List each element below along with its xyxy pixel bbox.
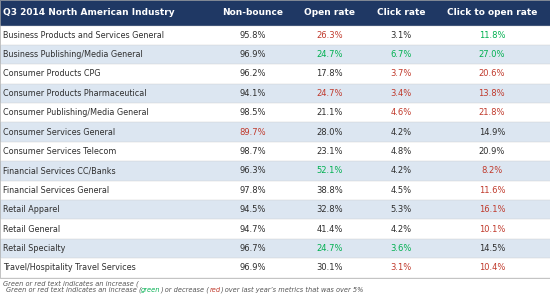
Text: 20.6%: 20.6% <box>478 70 505 79</box>
Text: Retail General: Retail General <box>3 224 60 233</box>
Text: 32.8%: 32.8% <box>316 205 343 214</box>
Text: 98.5%: 98.5% <box>240 108 266 117</box>
Text: Consumer Products Pharmaceutical: Consumer Products Pharmaceutical <box>3 89 146 98</box>
Text: 14.9%: 14.9% <box>478 128 505 136</box>
Text: 38.8%: 38.8% <box>316 186 343 195</box>
Text: 96.9%: 96.9% <box>240 50 266 59</box>
Text: Financial Services General: Financial Services General <box>3 186 109 195</box>
Text: ) over last year’s metrics that was over 5%: ) over last year’s metrics that was over… <box>221 287 364 293</box>
Text: red: red <box>210 287 221 293</box>
Text: 14.5%: 14.5% <box>478 244 505 253</box>
FancyBboxPatch shape <box>0 64 549 84</box>
Text: 3.1%: 3.1% <box>390 31 412 40</box>
FancyBboxPatch shape <box>0 45 549 64</box>
Text: 96.7%: 96.7% <box>239 244 266 253</box>
Text: 3.1%: 3.1% <box>390 263 412 272</box>
Text: 5.3%: 5.3% <box>390 205 412 214</box>
Text: 8.2%: 8.2% <box>481 167 503 176</box>
Text: 96.9%: 96.9% <box>240 263 266 272</box>
Text: Q3 2014 North American Industry: Q3 2014 North American Industry <box>3 8 174 17</box>
Text: 4.2%: 4.2% <box>390 167 412 176</box>
Text: 11.6%: 11.6% <box>478 186 505 195</box>
Text: 3.7%: 3.7% <box>390 70 412 79</box>
Text: 24.7%: 24.7% <box>316 244 343 253</box>
Text: 94.7%: 94.7% <box>240 224 266 233</box>
Text: 41.4%: 41.4% <box>317 224 343 233</box>
Text: 20.9%: 20.9% <box>478 147 505 156</box>
Text: 17.8%: 17.8% <box>316 70 343 79</box>
Text: 4.2%: 4.2% <box>390 128 412 136</box>
Text: 6.7%: 6.7% <box>390 50 412 59</box>
Text: 98.7%: 98.7% <box>239 147 266 156</box>
Text: ) or decrease (: ) or decrease ( <box>161 287 210 293</box>
Text: Green or red text indicates an increase (: Green or red text indicates an increase … <box>3 280 139 287</box>
FancyBboxPatch shape <box>0 26 549 45</box>
Text: Retail Apparel: Retail Apparel <box>3 205 59 214</box>
Text: Retail Specialty: Retail Specialty <box>3 244 65 253</box>
FancyBboxPatch shape <box>0 200 549 219</box>
Text: Consumer Products CPG: Consumer Products CPG <box>3 70 100 79</box>
Text: 30.1%: 30.1% <box>316 263 343 272</box>
Text: 11.8%: 11.8% <box>478 31 505 40</box>
Text: 4.5%: 4.5% <box>390 186 412 195</box>
Text: 97.8%: 97.8% <box>239 186 266 195</box>
Text: 94.5%: 94.5% <box>240 205 266 214</box>
FancyBboxPatch shape <box>0 103 549 122</box>
Text: Consumer Publishing/Media General: Consumer Publishing/Media General <box>3 108 148 117</box>
Text: 10.4%: 10.4% <box>478 263 505 272</box>
Text: 4.2%: 4.2% <box>390 224 412 233</box>
FancyBboxPatch shape <box>0 142 549 161</box>
Text: 95.8%: 95.8% <box>240 31 266 40</box>
FancyBboxPatch shape <box>0 181 549 200</box>
Text: 23.1%: 23.1% <box>316 147 343 156</box>
Text: 94.1%: 94.1% <box>240 89 266 98</box>
Text: 26.3%: 26.3% <box>316 31 343 40</box>
FancyBboxPatch shape <box>0 239 549 258</box>
FancyBboxPatch shape <box>0 0 549 26</box>
Text: Click rate: Click rate <box>377 8 426 17</box>
Text: Consumer Services Telecom: Consumer Services Telecom <box>3 147 116 156</box>
Text: 28.0%: 28.0% <box>316 128 343 136</box>
Text: 10.1%: 10.1% <box>478 224 505 233</box>
Text: 96.3%: 96.3% <box>239 167 266 176</box>
Text: 27.0%: 27.0% <box>478 50 505 59</box>
Text: Consumer Services General: Consumer Services General <box>3 128 115 136</box>
Text: 21.1%: 21.1% <box>317 108 343 117</box>
FancyBboxPatch shape <box>0 258 549 278</box>
Text: 24.7%: 24.7% <box>316 89 343 98</box>
Text: 21.8%: 21.8% <box>478 108 505 117</box>
Text: Open rate: Open rate <box>304 8 355 17</box>
Text: Business Publishing/Media General: Business Publishing/Media General <box>3 50 142 59</box>
FancyBboxPatch shape <box>0 161 549 181</box>
Text: 13.8%: 13.8% <box>478 89 505 98</box>
Text: 52.1%: 52.1% <box>317 167 343 176</box>
FancyBboxPatch shape <box>0 122 549 142</box>
Text: 16.1%: 16.1% <box>478 205 505 214</box>
Text: Travel/Hospitality Travel Services: Travel/Hospitality Travel Services <box>3 263 135 272</box>
Text: Business Products and Services General: Business Products and Services General <box>3 31 164 40</box>
Text: 4.8%: 4.8% <box>390 147 412 156</box>
FancyBboxPatch shape <box>0 84 549 103</box>
Text: Green or red text indicates an increase (: Green or red text indicates an increase … <box>6 287 141 293</box>
Text: 89.7%: 89.7% <box>239 128 266 136</box>
Text: Click to open rate: Click to open rate <box>447 8 537 17</box>
Text: 24.7%: 24.7% <box>316 50 343 59</box>
Text: 3.4%: 3.4% <box>390 89 412 98</box>
FancyBboxPatch shape <box>0 219 549 239</box>
Text: Non-bounce: Non-bounce <box>222 8 283 17</box>
Text: 96.2%: 96.2% <box>240 70 266 79</box>
Text: green: green <box>141 287 161 293</box>
Text: Financial Services CC/Banks: Financial Services CC/Banks <box>3 167 116 176</box>
Text: 4.6%: 4.6% <box>390 108 412 117</box>
Text: 3.6%: 3.6% <box>390 244 412 253</box>
